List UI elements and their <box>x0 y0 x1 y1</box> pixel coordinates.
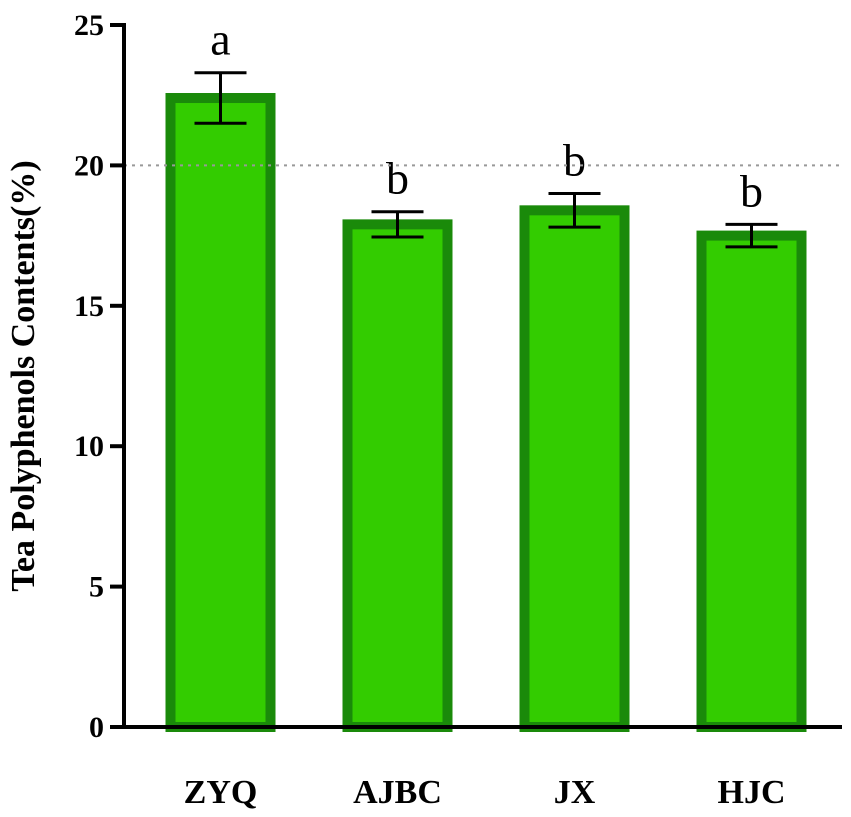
error-bar-hjc <box>725 222 778 249</box>
x-tick-label-zyq: ZYQ <box>184 774 258 811</box>
y-tick-label: 10 <box>74 430 104 463</box>
error-bars-layer <box>194 71 778 249</box>
error-bar-ajbc <box>371 210 424 239</box>
error-bar-jx <box>548 191 601 229</box>
significance-label-zyq: a <box>210 14 230 65</box>
y-tick-label: 20 <box>74 149 104 182</box>
error-bar-zyq <box>194 71 247 125</box>
y-tick-label: 15 <box>74 290 104 323</box>
significance-label-jx: b <box>563 134 586 185</box>
bar-ajbc <box>342 219 453 732</box>
y-tick-label: 5 <box>89 571 104 604</box>
x-category-labels-layer: ZYQ AJBC JX HJC <box>184 774 786 811</box>
y-axis-title: Tea Polyphenols Contents(%) <box>5 160 42 591</box>
y-tick-label: 0 <box>89 711 104 744</box>
bar-jx <box>519 205 630 732</box>
significance-labels-layer: a b b b <box>210 14 763 217</box>
bars-layer <box>165 93 807 733</box>
x-tick-label-hjc: HJC <box>718 774 786 811</box>
x-tick-label-jx: JX <box>554 774 596 811</box>
bar-hjc <box>696 230 807 732</box>
significance-label-ajbc: b <box>386 153 409 204</box>
y-ticks-layer: 0 5 10 15 20 25 <box>74 9 124 744</box>
x-tick-label-ajbc: AJBC <box>353 774 442 811</box>
bar-zyq <box>165 93 276 733</box>
y-tick-label: 25 <box>74 9 104 42</box>
significance-label-hjc: b <box>740 165 763 216</box>
